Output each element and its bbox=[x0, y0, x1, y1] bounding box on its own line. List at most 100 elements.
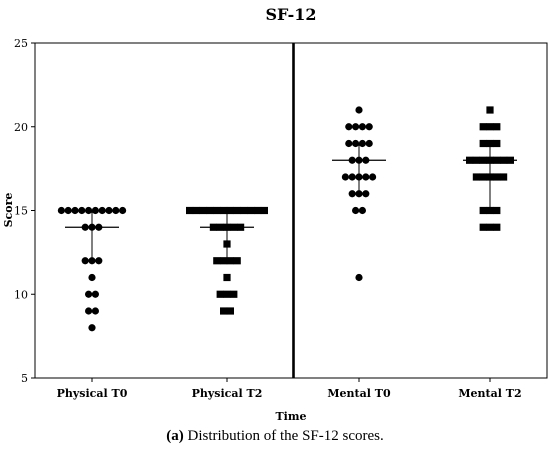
data-point bbox=[355, 190, 363, 198]
data-point bbox=[355, 273, 363, 282]
data-point bbox=[506, 156, 514, 164]
data-point bbox=[479, 223, 487, 231]
data-point bbox=[88, 257, 96, 265]
data-point bbox=[247, 206, 255, 215]
data-point bbox=[57, 206, 65, 215]
data-point bbox=[500, 156, 508, 164]
data-point bbox=[88, 324, 96, 332]
data-point bbox=[206, 206, 214, 215]
data-point bbox=[88, 273, 96, 282]
data-point bbox=[362, 190, 370, 198]
data-point bbox=[88, 223, 96, 231]
data-point bbox=[85, 206, 93, 215]
y-tick-label: 5 bbox=[21, 372, 28, 385]
data-point bbox=[486, 173, 494, 181]
data-point bbox=[226, 257, 234, 265]
data-point bbox=[95, 223, 103, 231]
data-point bbox=[358, 123, 366, 131]
x-categories: Physical T0 Physical T2 Mental T0 Mental T2 bbox=[57, 378, 522, 400]
data-point bbox=[223, 290, 231, 298]
y-tick-label: 20 bbox=[14, 121, 28, 134]
data-point bbox=[500, 173, 508, 181]
y-tick-label: 25 bbox=[14, 37, 28, 50]
data-point bbox=[240, 206, 248, 215]
data-point bbox=[348, 156, 356, 164]
data-point bbox=[226, 307, 234, 315]
x-tick-label: Physical T0 bbox=[57, 387, 128, 400]
data-point bbox=[226, 206, 234, 215]
data-point bbox=[98, 206, 106, 215]
data-point bbox=[493, 156, 501, 164]
data-point bbox=[486, 106, 494, 114]
data-point bbox=[493, 139, 501, 148]
x-tick-label: Mental T2 bbox=[458, 387, 521, 400]
data-point bbox=[486, 139, 494, 148]
data-point bbox=[345, 123, 353, 131]
data-point bbox=[369, 173, 377, 181]
data-point bbox=[223, 240, 231, 248]
data-point bbox=[213, 206, 221, 215]
data-point bbox=[85, 290, 93, 298]
data-point bbox=[237, 223, 245, 231]
data-point bbox=[362, 156, 370, 164]
data-point bbox=[85, 307, 93, 315]
data-point bbox=[358, 139, 366, 148]
y-ticks: 5 10 15 20 25 bbox=[14, 37, 35, 385]
data-point bbox=[81, 257, 89, 265]
data-point bbox=[220, 206, 228, 215]
data-point bbox=[64, 206, 72, 215]
data-point bbox=[352, 123, 360, 131]
data-point bbox=[365, 139, 373, 148]
data-point bbox=[486, 123, 494, 131]
data-point bbox=[105, 206, 113, 215]
data-point bbox=[479, 173, 487, 181]
data-point bbox=[254, 206, 262, 215]
data-point bbox=[220, 257, 228, 265]
data-point bbox=[358, 206, 366, 215]
data-point bbox=[233, 206, 241, 215]
data-point bbox=[209, 223, 217, 231]
data-point bbox=[223, 223, 231, 231]
data-point bbox=[479, 123, 487, 131]
data-point bbox=[493, 123, 501, 131]
data-point bbox=[472, 173, 480, 181]
y-axis-title: Score bbox=[2, 193, 15, 228]
data-point bbox=[486, 223, 494, 231]
data-point bbox=[486, 206, 494, 215]
data-point bbox=[213, 257, 221, 265]
plot-marks bbox=[57, 43, 517, 378]
caption-label: (a) bbox=[166, 428, 184, 444]
data-point bbox=[119, 206, 127, 215]
data-point bbox=[472, 156, 480, 164]
data-point bbox=[192, 206, 200, 215]
data-point bbox=[91, 307, 99, 315]
data-point bbox=[355, 173, 363, 181]
data-point bbox=[352, 139, 360, 148]
data-point bbox=[95, 257, 103, 265]
data-point bbox=[479, 206, 487, 215]
x-axis-title: Time bbox=[275, 410, 306, 423]
data-point bbox=[345, 139, 353, 148]
y-tick-label: 10 bbox=[14, 288, 28, 301]
data-point bbox=[71, 206, 79, 215]
data-point bbox=[78, 206, 86, 215]
data-point bbox=[230, 290, 238, 298]
data-point bbox=[216, 223, 224, 231]
data-point bbox=[223, 273, 231, 282]
data-point bbox=[352, 206, 360, 215]
data-point bbox=[479, 139, 487, 148]
data-point bbox=[355, 156, 363, 164]
data-point bbox=[216, 290, 224, 298]
data-point bbox=[341, 173, 349, 181]
data-point bbox=[362, 173, 370, 181]
data-point bbox=[230, 223, 238, 231]
data-point bbox=[112, 206, 120, 215]
data-point bbox=[91, 290, 99, 298]
chart-title: SF-12 bbox=[265, 5, 316, 24]
data-point bbox=[493, 206, 501, 215]
data-point bbox=[220, 307, 228, 315]
data-point bbox=[355, 106, 363, 114]
data-point bbox=[81, 223, 89, 231]
data-point bbox=[493, 173, 501, 181]
